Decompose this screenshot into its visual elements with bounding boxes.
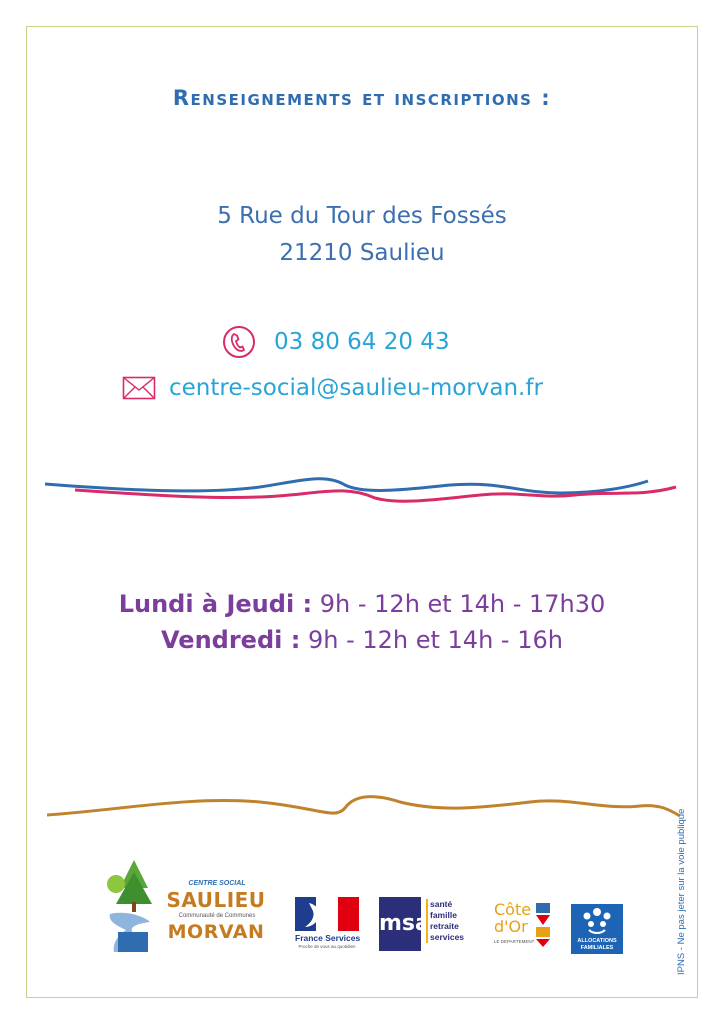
cote-dor-line-2: d'Or xyxy=(494,917,528,936)
phone-icon xyxy=(223,326,255,358)
msa-label-1: santé xyxy=(430,899,453,909)
cote-dor-emblem-icon xyxy=(536,903,550,947)
logo-name-saulieu: SAULIEU xyxy=(166,888,266,912)
msa-label-3: retraite xyxy=(430,921,459,931)
cote-dor-line-1: Côte xyxy=(494,900,532,919)
address-line-2: 21210 Saulieu xyxy=(279,240,445,266)
address-line-1: 5 Rue du Tour des Fossés xyxy=(217,203,507,229)
msa-label-2: famille xyxy=(430,910,457,920)
email-address[interactable]: centre-social@saulieu-morvan.fr xyxy=(169,375,543,401)
hours-times-1: 9h - 12h et 14h - 17h30 xyxy=(319,590,606,618)
caf-line-2: FAMILIALES xyxy=(580,945,614,951)
hours-times-2: 9h - 12h et 14h - 16h xyxy=(307,626,563,654)
decorative-wave-blue-pink xyxy=(44,477,677,503)
phone-number[interactable]: 03 80 64 20 43 xyxy=(274,329,450,355)
phone-row: 03 80 64 20 43 xyxy=(222,325,450,359)
logo-name-morvan: MORVAN xyxy=(167,921,265,943)
envelope-icon xyxy=(122,376,156,400)
msa-labels: santé famille retraite services xyxy=(426,899,464,943)
logo-top-label: CENTRE SOCIAL xyxy=(188,880,246,887)
logo-sub-label: Communauté de Communes xyxy=(178,913,256,919)
decorative-wave-ochre xyxy=(46,795,681,818)
france-services-logo: France Services Proche de vous au quotid… xyxy=(295,897,361,951)
page-frame xyxy=(26,26,698,998)
msa-logo: msa santé famille retraite services xyxy=(379,897,475,951)
marianne-flag-icon xyxy=(295,897,359,931)
caf-line-1: ALLOCATIONS xyxy=(577,938,617,944)
page-title: Renseignements et inscriptions : xyxy=(172,86,552,110)
msa-label-4: services xyxy=(430,932,465,942)
email-row: centre-social@saulieu-morvan.fr xyxy=(122,372,543,404)
cote-dor-logo: Côte d'Or LE DÉPARTEMENT xyxy=(494,901,554,951)
caf-logo: ALLOCATIONS FAMILIALES xyxy=(571,904,623,954)
saulieu-morvan-logo: CENTRE SOCIAL SAULIEU Communauté de Comm… xyxy=(104,858,270,954)
france-services-tagline: Proche de vous au quotidien xyxy=(298,944,356,949)
hours-line-1: Lundi à Jeudi : 9h - 12h et 14h - 17h30 xyxy=(0,590,724,618)
tree-river-icon xyxy=(107,860,152,952)
msa-letters: msa xyxy=(379,897,430,951)
hours-days-2: Vendredi : xyxy=(161,626,301,654)
france-services-name: France Services xyxy=(295,933,361,943)
caf-people-icon xyxy=(583,908,611,934)
hours-line-2: Vendredi : 9h - 12h et 14h - 16h xyxy=(0,626,724,654)
hours-days-1: Lundi à Jeudi : xyxy=(118,590,313,618)
cote-dor-sub: LE DÉPARTEMENT xyxy=(494,939,535,944)
ipns-notice: IPNS - Ne pas jeter sur la voie publique xyxy=(676,808,687,975)
